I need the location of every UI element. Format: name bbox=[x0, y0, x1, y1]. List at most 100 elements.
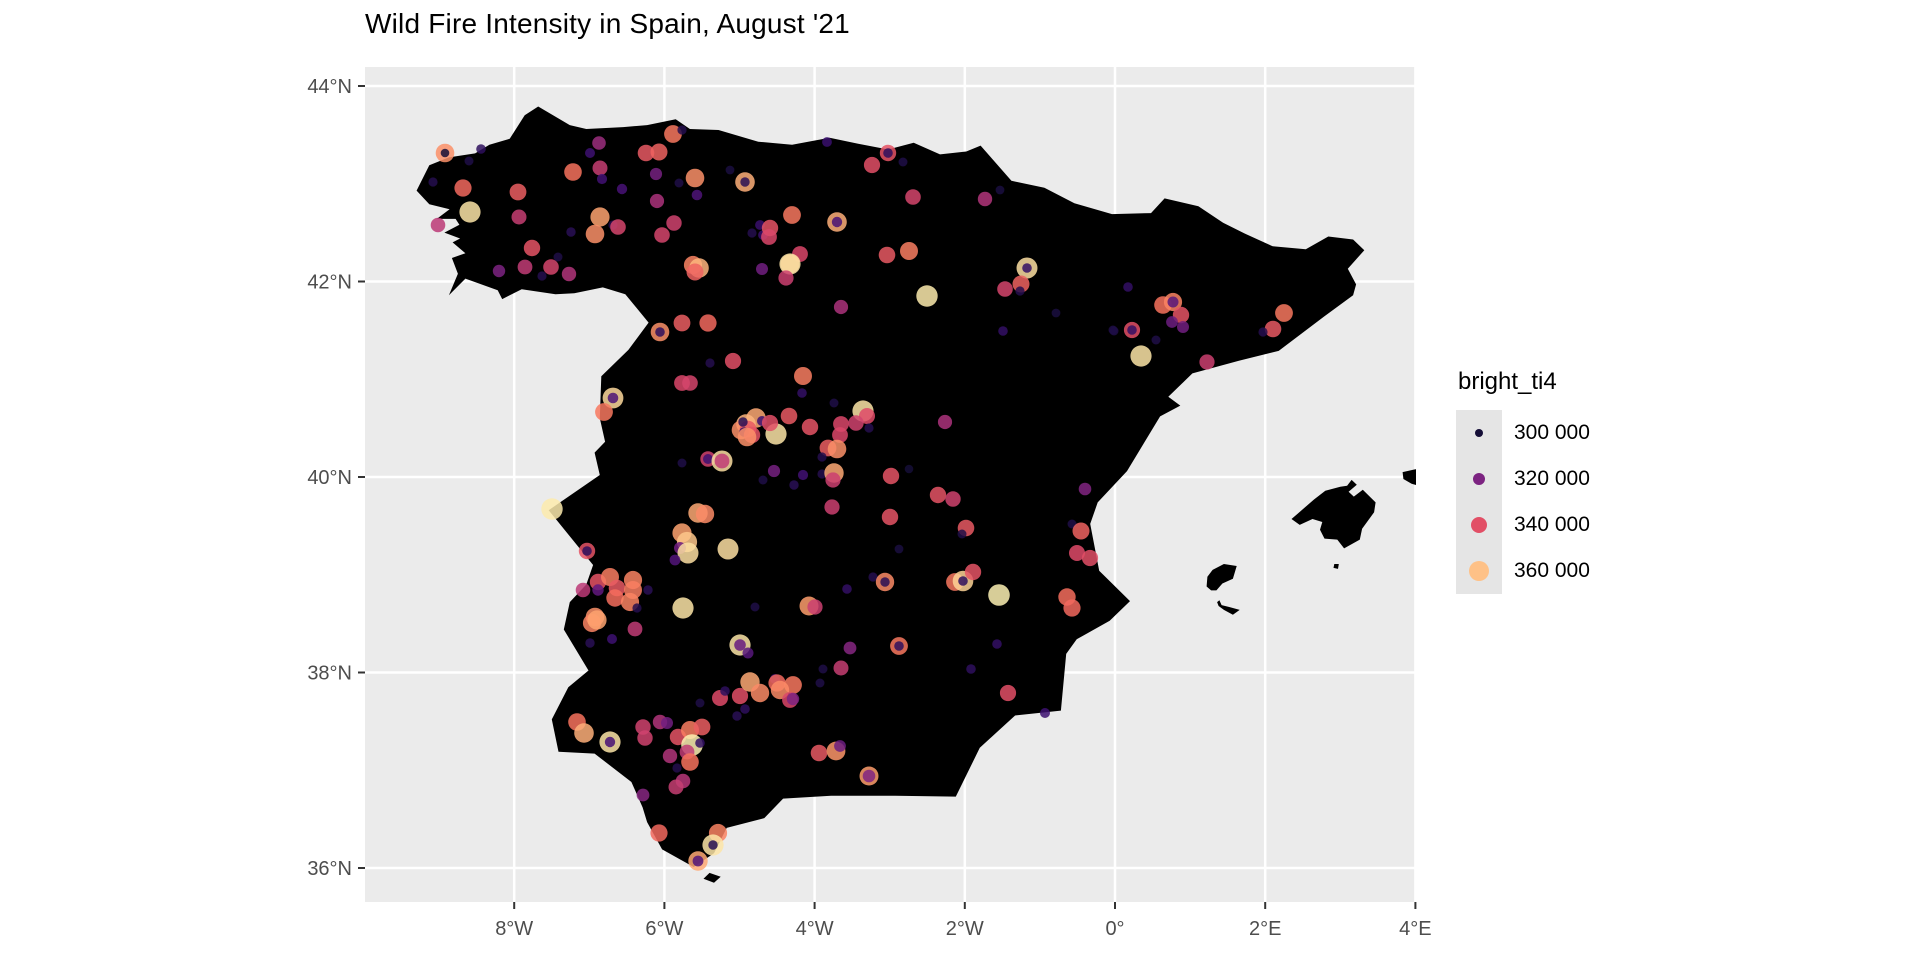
fire-point bbox=[650, 824, 668, 842]
fire-point bbox=[761, 414, 779, 432]
fire-point bbox=[1072, 522, 1090, 540]
fire-point bbox=[454, 179, 472, 197]
fire-point bbox=[637, 144, 655, 162]
fire-point bbox=[720, 686, 730, 696]
fire-point bbox=[864, 423, 874, 433]
fire-point bbox=[428, 177, 438, 187]
fire-point bbox=[843, 641, 857, 655]
fire-point bbox=[724, 352, 742, 370]
fire-point bbox=[672, 763, 682, 773]
fire-point bbox=[464, 156, 474, 166]
fire-point bbox=[842, 584, 852, 594]
fire-point bbox=[882, 467, 900, 485]
fire-point bbox=[817, 452, 827, 462]
legend-title: bright_ti4 bbox=[1458, 368, 1557, 395]
fire-point bbox=[964, 563, 982, 581]
fire-point bbox=[904, 464, 914, 474]
fire-point bbox=[430, 217, 446, 233]
fire-point bbox=[731, 687, 749, 705]
fire-point bbox=[695, 504, 715, 524]
fire-point bbox=[825, 472, 841, 488]
legend-entry: 340 000 bbox=[1456, 502, 1590, 548]
fire-point bbox=[476, 144, 486, 154]
fire-point bbox=[929, 486, 947, 504]
plot-title: Wild Fire Intensity in Spain, August '21 bbox=[365, 8, 850, 39]
fire-point bbox=[999, 684, 1017, 702]
fire-point bbox=[632, 603, 642, 613]
fire-point bbox=[740, 704, 750, 714]
fire-point bbox=[714, 453, 730, 469]
fire-point bbox=[1258, 327, 1268, 337]
fire-point bbox=[575, 582, 591, 598]
fire-point bbox=[566, 227, 576, 237]
fire-point bbox=[543, 259, 559, 275]
fire-point bbox=[797, 469, 809, 481]
x-tick-label: 6°W bbox=[645, 918, 683, 940]
fire-point bbox=[862, 769, 876, 783]
fire-point bbox=[937, 414, 953, 430]
legend-key bbox=[1456, 410, 1502, 456]
fire-point bbox=[1167, 296, 1179, 308]
fire-point bbox=[592, 160, 608, 176]
landmass-formentera bbox=[1217, 600, 1240, 615]
fire-point bbox=[992, 639, 1002, 649]
fire-point bbox=[1081, 549, 1099, 567]
fire-point bbox=[898, 157, 908, 167]
fire-point bbox=[509, 183, 527, 201]
legend-label: 340 000 bbox=[1514, 513, 1590, 536]
fire-point bbox=[779, 253, 801, 275]
y-tick-label: 38°N bbox=[307, 663, 352, 685]
legend-point-icon bbox=[1470, 516, 1488, 534]
fire-point bbox=[767, 464, 781, 478]
fire-point bbox=[747, 228, 757, 238]
fire-point bbox=[643, 585, 653, 595]
fire-point bbox=[585, 638, 595, 648]
fire-point bbox=[1199, 354, 1215, 370]
legend: bright_ti4 300 000 320 000 340 000 360 000 bbox=[1456, 368, 1590, 594]
y-tick-label: 40°N bbox=[307, 467, 352, 489]
fire-point bbox=[699, 314, 717, 332]
fire-point bbox=[668, 779, 684, 795]
fire-point bbox=[832, 427, 848, 443]
fire-point bbox=[883, 148, 893, 158]
fire-point bbox=[677, 458, 687, 468]
fire-point bbox=[794, 367, 812, 385]
fire-point bbox=[778, 270, 794, 286]
fire-point bbox=[833, 660, 849, 676]
fire-point bbox=[1022, 263, 1032, 273]
fire-point bbox=[822, 137, 832, 147]
legend-entry: 300 000 bbox=[1456, 410, 1590, 456]
fire-point bbox=[758, 475, 768, 485]
fire-point bbox=[596, 173, 608, 185]
fire-point bbox=[693, 718, 711, 736]
fire-point bbox=[783, 206, 801, 224]
fire-point bbox=[738, 417, 748, 427]
legend-point-icon bbox=[1472, 472, 1486, 486]
fire-point bbox=[636, 788, 650, 802]
fire-point bbox=[977, 191, 993, 207]
x-tick-label: 0° bbox=[1105, 918, 1124, 940]
fire-point bbox=[590, 207, 610, 227]
fire-point bbox=[1123, 282, 1133, 292]
fire-point bbox=[595, 403, 613, 421]
fire-point bbox=[582, 546, 592, 556]
fire-point bbox=[905, 189, 921, 205]
fire-point bbox=[1130, 345, 1152, 367]
fire-point bbox=[649, 193, 665, 209]
fire-point bbox=[606, 589, 624, 607]
fire-point bbox=[957, 529, 967, 539]
fire-point bbox=[831, 216, 843, 228]
y-tick-label: 36°N bbox=[307, 858, 352, 880]
fire-point bbox=[1015, 286, 1025, 296]
landmass-ibiza bbox=[1206, 564, 1237, 591]
fire-point bbox=[894, 544, 904, 554]
fire-point bbox=[561, 266, 577, 282]
fire-point bbox=[1069, 545, 1085, 561]
fire-point bbox=[780, 407, 798, 425]
fire-point bbox=[607, 634, 617, 644]
fire-point bbox=[517, 259, 533, 275]
fire-point bbox=[818, 664, 828, 674]
fire-point bbox=[627, 621, 643, 637]
fire-point bbox=[564, 163, 582, 181]
fire-point bbox=[459, 201, 481, 223]
